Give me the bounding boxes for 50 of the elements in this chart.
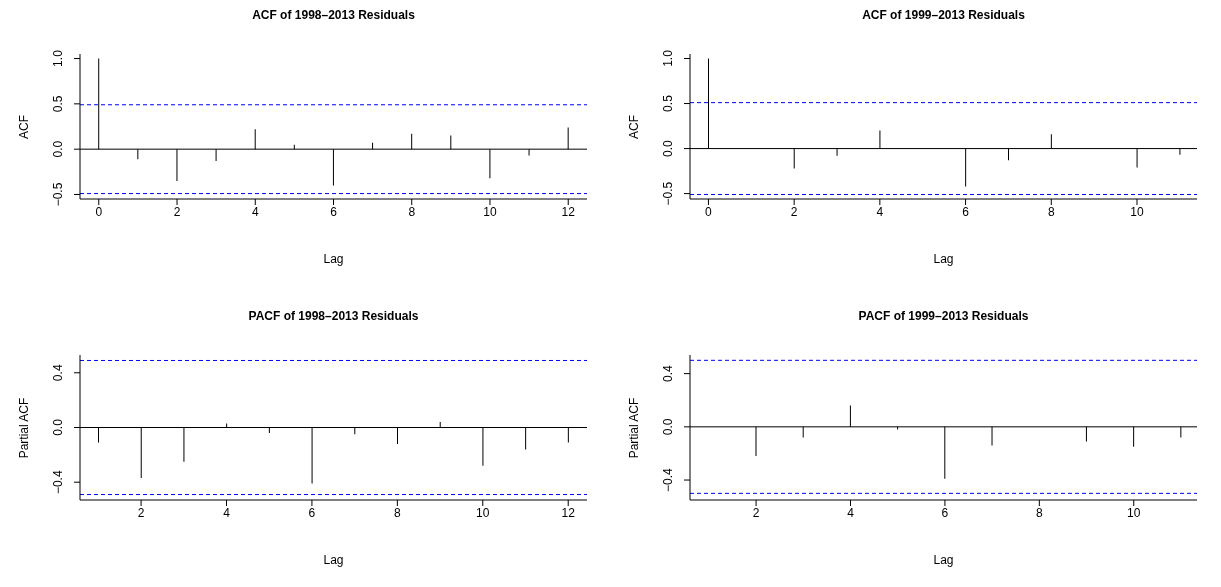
chart-title: ACF of 1999–2013 Residuals [861, 8, 1026, 22]
x-tick-label: 10 [483, 204, 497, 219]
x-tick-label: 8 [1035, 505, 1043, 520]
x-axis-title: Lag [932, 252, 955, 266]
x-tick-label: 0 [705, 204, 713, 219]
y-axis-title: Partial ACF [627, 397, 641, 459]
y-axis-title: ACF [17, 115, 31, 139]
y-axis-title: Partial ACF [17, 397, 31, 459]
x-tick-label: 8 [1047, 204, 1055, 219]
x-tick-label: 8 [394, 505, 402, 520]
y-tick-label: 0.4 [51, 364, 65, 382]
y-tick-label: 1.0 [51, 49, 65, 67]
x-axis-title: Lag [322, 553, 345, 567]
y-tick-label: 0.5 [661, 94, 675, 112]
x-tick-label: 10 [1127, 505, 1141, 520]
x-tick-label: 4 [876, 204, 884, 219]
y-tick-label: 0.0 [51, 140, 65, 158]
y-tick-label: 0.0 [661, 139, 675, 157]
x-tick-label: 4 [223, 505, 231, 520]
x-tick-label: 12 [561, 204, 576, 219]
y-tick-label: 0.5 [51, 95, 65, 113]
y-tick-label: 0.0 [51, 418, 65, 436]
x-tick-label: 6 [962, 204, 970, 219]
y-tick-label: 0.0 [661, 418, 675, 436]
chart-title: ACF of 1998–2013 Residuals [251, 8, 416, 22]
x-axis-title: Lag [932, 553, 955, 567]
x-tick-label: 4 [251, 204, 259, 219]
y-tick-label: 1.0 [661, 49, 675, 67]
x-tick-label: 10 [1130, 204, 1144, 219]
x-tick-label: 2 [137, 505, 145, 520]
x-tick-label: 6 [330, 204, 338, 219]
x-tick-label: 10 [476, 505, 490, 520]
x-tick-label: 6 [941, 505, 949, 520]
x-tick-label: 2 [173, 204, 181, 219]
chart-title: PACF of 1999–2013 Residuals [857, 309, 1030, 323]
x-tick-label: 4 [847, 505, 855, 520]
x-tick-label: 2 [752, 505, 760, 520]
chart-title: PACF of 1998–2013 Residuals [247, 309, 420, 323]
y-axis-title: ACF [627, 115, 641, 139]
x-axis-title: Lag [322, 252, 345, 266]
x-tick-label: 2 [790, 204, 798, 219]
x-tick-label: 12 [561, 505, 576, 520]
y-tick-label: −0.5 [661, 181, 675, 206]
x-tick-label: 6 [308, 505, 316, 520]
x-tick-label: 8 [408, 204, 416, 219]
y-tick-label: −0.4 [661, 467, 675, 492]
x-tick-label: 0 [95, 204, 103, 219]
y-tick-label: −0.4 [51, 470, 65, 495]
y-tick-label: −0.5 [51, 182, 65, 207]
y-tick-label: 0.4 [661, 364, 675, 382]
